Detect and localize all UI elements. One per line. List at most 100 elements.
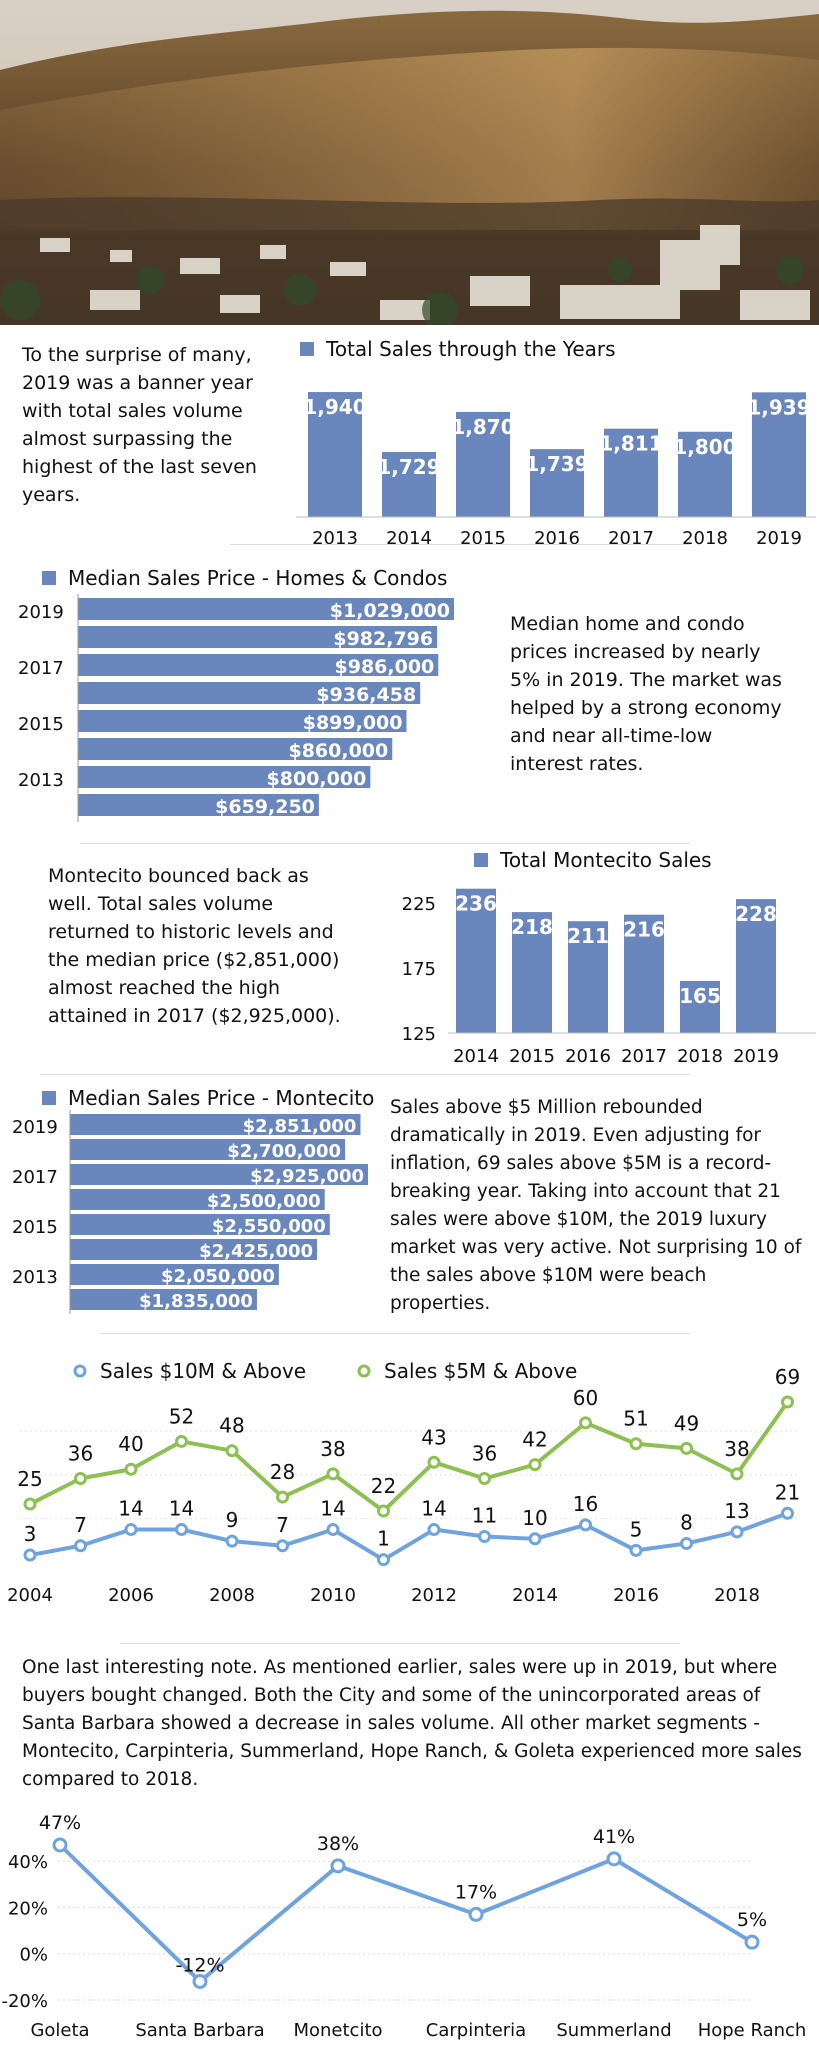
median-price-section: Median Sales Price - Homes & Condos $1,0… — [0, 550, 819, 830]
data-point — [579, 1416, 592, 1430]
montecito-sales-title: Total Montecito Sales — [500, 848, 712, 872]
data-point — [781, 1395, 794, 1409]
x-tick-label: 2019 — [756, 528, 802, 545]
data-label: $2,550,000 — [212, 1216, 326, 1237]
montecito-note-text: Montecito bounced back as well. Total sa… — [48, 865, 341, 1027]
x-tick-label: Monetcito — [293, 2020, 382, 2041]
data-point — [74, 1539, 87, 1553]
x-tick-label: 2014 — [386, 528, 432, 545]
data-label: 211 — [567, 924, 609, 948]
data-label: 52 — [169, 1404, 194, 1428]
data-label: 25 — [17, 1467, 42, 1491]
data-point — [528, 1458, 542, 1472]
legend-swatch — [300, 342, 314, 356]
series-line-5m — [29, 1400, 790, 1513]
divider — [80, 843, 690, 844]
data-point — [326, 1467, 340, 1481]
data-point — [326, 1523, 340, 1537]
data-point — [680, 1441, 693, 1455]
data-label: $2,500,000 — [207, 1191, 321, 1212]
legend-swatch — [42, 571, 56, 585]
x-tick-label: 2013 — [312, 528, 358, 545]
bar-2017 — [624, 914, 664, 1033]
santa-barbara-hillside-city-photo — [0, 0, 819, 328]
data-label: 48 — [219, 1414, 244, 1438]
bar-2016 — [70, 1189, 325, 1210]
data-point — [377, 1553, 390, 1567]
data-point — [478, 1472, 491, 1486]
bar-2015 — [456, 411, 510, 517]
x-tick-label: 2019 — [733, 1046, 779, 1067]
data-label: $2,851,000 — [243, 1116, 357, 1137]
x-tick-label: 2015 — [460, 528, 506, 545]
data-label: 38 — [724, 1437, 749, 1461]
data-point — [427, 1523, 441, 1537]
data-label: 60 — [573, 1386, 598, 1410]
data-label: 1,870 — [451, 415, 514, 439]
data-label: 11 — [472, 1503, 497, 1527]
montecito-sales-legend: Total Montecito Sales — [474, 848, 712, 872]
total-sales-title: Total Sales through the Years — [326, 337, 616, 361]
data-point — [225, 1444, 239, 1458]
data-label: $2,050,000 — [161, 1266, 275, 1287]
data-point — [579, 1518, 592, 1532]
data-label: 8 — [680, 1510, 693, 1534]
luxury-sales-section: Sales $10M & Above Sales $5M & Above 3 7 14 1… — [0, 1340, 819, 1640]
bar-2013 — [308, 392, 362, 517]
data-label: 47% — [39, 1812, 81, 1834]
legend-swatch — [42, 1091, 56, 1105]
data-label: 7 — [74, 1513, 87, 1537]
bar-2017 — [604, 428, 658, 517]
data-label: 38% — [317, 1833, 359, 1855]
data-label: $2,700,000 — [227, 1141, 341, 1162]
data-point — [330, 1858, 346, 1874]
bar-2016 — [568, 921, 608, 1033]
data-label: 165 — [679, 984, 721, 1008]
x-tick-label: 2006 — [108, 1585, 154, 1606]
data-label: 42 — [522, 1428, 547, 1452]
data-label: 216 — [623, 918, 665, 942]
data-point — [730, 1467, 744, 1481]
bar-2019 — [752, 392, 806, 517]
data-label: 28 — [270, 1460, 295, 1484]
bar-2015 — [512, 912, 552, 1033]
data-label: $982,796 — [333, 628, 433, 650]
data-point — [276, 1539, 289, 1553]
area-change-section: One last interesting note. As mentioned … — [0, 1648, 819, 2048]
data-label: 41% — [593, 1826, 635, 1848]
montecito-sales-section: Montecito bounced back as well. Total sa… — [0, 848, 819, 1073]
divider — [100, 1333, 690, 1334]
divider — [120, 1643, 680, 1644]
data-label: $659,250 — [215, 796, 315, 818]
last-note-text: One last interesting note. As mentioned … — [22, 1657, 802, 1790]
y-tick-label: 225 — [402, 894, 436, 915]
data-point — [781, 1506, 794, 1520]
x-tick-label: 2018 — [682, 528, 728, 545]
data-label: 1,739 — [525, 452, 588, 476]
x-tick-label: 2014 — [512, 1585, 558, 1606]
bar-2018 — [680, 981, 720, 1033]
data-label: $986,000 — [335, 656, 435, 678]
bar-2018 — [678, 431, 732, 517]
data-label: $860,000 — [288, 740, 388, 762]
x-tick-label: 2016 — [613, 1585, 659, 1606]
x-tick-label: 2016 — [565, 1046, 611, 1067]
bar-2017 — [70, 1164, 368, 1185]
y-tick-label: 175 — [402, 959, 436, 980]
data-point — [23, 1497, 37, 1511]
data-label: 38 — [320, 1437, 345, 1461]
data-label: 21 — [775, 1480, 800, 1504]
data-point — [528, 1532, 542, 1546]
five-million-note-text: Sales above $5 Million rebounded dramati… — [390, 1097, 802, 1314]
total-sales-chart: 1,940 2013 1,729 2014 1,870 2015 1,739 2016 1,81… — [296, 392, 816, 545]
data-label: 1 — [377, 1527, 390, 1551]
x-tick-label: 2017 — [621, 1046, 667, 1067]
y-tick-label: 2015 — [12, 1217, 58, 1238]
data-label: 5% — [737, 1909, 767, 1931]
x-tick-label: 2008 — [209, 1585, 255, 1606]
x-tick-label: 2018 — [677, 1046, 723, 1067]
data-label: 14 — [118, 1497, 143, 1521]
data-label: 51 — [623, 1407, 648, 1431]
y-tick-label: 20% — [8, 1898, 48, 1919]
data-label: $1,835,000 — [139, 1291, 253, 1312]
